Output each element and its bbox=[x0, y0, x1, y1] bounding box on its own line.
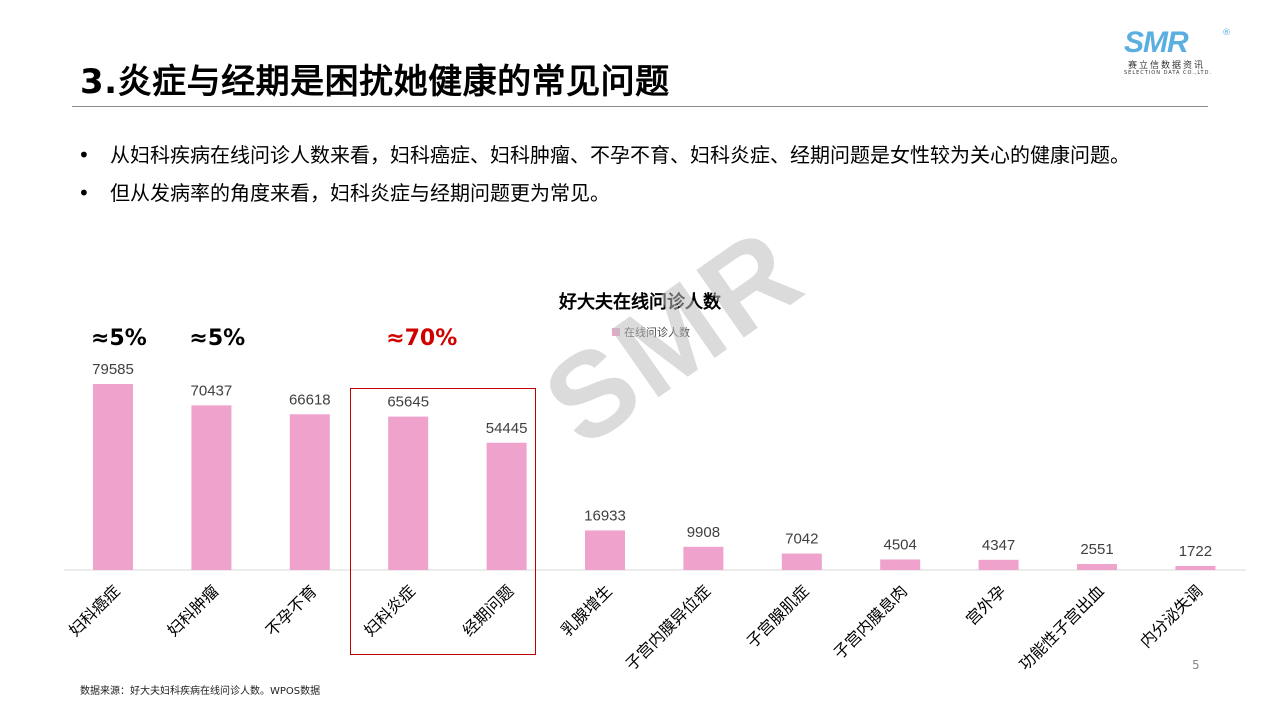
logo-chinese-name: 赛立信数据资讯 bbox=[1128, 61, 1206, 71]
title-divider bbox=[72, 106, 1208, 107]
data-label: 2551 bbox=[1080, 541, 1113, 558]
bar bbox=[486, 442, 527, 570]
data-label: 9908 bbox=[687, 524, 720, 541]
x-tick-label: 子宫腺肌症 bbox=[743, 581, 813, 651]
legend-label: 在线问诊人数 bbox=[624, 326, 690, 339]
logo-wordmark: SMR bbox=[1124, 26, 1189, 59]
data-label: 4347 bbox=[982, 537, 1015, 554]
logo-english-name: SELECTION DATA CO.,LTD. bbox=[1124, 70, 1213, 76]
x-tick-label: 功能性子宫出血 bbox=[1015, 581, 1108, 674]
bar bbox=[191, 405, 232, 570]
bullet-text: 但从发病率的角度来看，妇科炎症与经期问题更为常见。 bbox=[110, 181, 610, 205]
bullet-marker: • bbox=[78, 181, 90, 205]
data-label: 79585 bbox=[92, 361, 134, 378]
bullet-list: • 从妇科疾病在线问诊人数来看，妇科癌症、妇科肿瘤、不孕不育、妇科炎症、经期问题… bbox=[78, 136, 1130, 212]
x-tick-label: 内分泌失调 bbox=[1136, 581, 1206, 651]
bullet-marker: • bbox=[78, 143, 90, 167]
x-tick-label: 子宫内膜异位症 bbox=[622, 581, 715, 674]
bar bbox=[781, 553, 822, 570]
page-number: 5 bbox=[1192, 658, 1200, 672]
x-tick-label: 妇科癌症 bbox=[65, 581, 124, 640]
bar bbox=[585, 530, 625, 570]
bar bbox=[880, 559, 921, 570]
x-tick-label: 宫外孕 bbox=[962, 581, 1009, 628]
smr-logo: SMR ® 赛立信数据资讯 SELECTION DATA CO.,LTD. bbox=[1120, 26, 1240, 82]
annotation-label: ≈5% bbox=[91, 326, 147, 351]
bar bbox=[683, 546, 724, 570]
chart-legend: 在线问诊人数 bbox=[612, 324, 690, 340]
bar bbox=[1077, 564, 1117, 570]
x-tick-label: 子宫内膜息肉 bbox=[830, 581, 911, 662]
bar bbox=[93, 384, 133, 570]
data-label: 65645 bbox=[387, 394, 429, 411]
x-tick-label: 乳腺增生 bbox=[557, 581, 616, 640]
data-label: 16933 bbox=[584, 507, 626, 524]
data-label: 1722 bbox=[1179, 543, 1212, 560]
bar bbox=[1175, 565, 1216, 570]
bullet-item: • 从妇科疾病在线问诊人数来看，妇科癌症、妇科肿瘤、不孕不育、妇科炎症、经期问题… bbox=[78, 136, 1130, 174]
annotation-label: ≈70% bbox=[386, 326, 458, 351]
x-tick-label: 妇科肿瘤 bbox=[164, 581, 223, 640]
legend-swatch bbox=[612, 328, 620, 336]
annotation-label: ≈5% bbox=[189, 326, 246, 351]
bar bbox=[978, 559, 1019, 570]
x-tick-label: 不孕不育 bbox=[262, 581, 321, 640]
bullet-text: 从妇科疾病在线问诊人数来看，妇科癌症、妇科肿瘤、不孕不育、妇科炎症、经期问题是女… bbox=[110, 143, 1130, 167]
data-label: 66618 bbox=[289, 391, 331, 408]
chart-title: 好大夫在线问诊人数 bbox=[559, 292, 721, 313]
data-label: 70437 bbox=[191, 382, 233, 399]
data-label: 54445 bbox=[486, 420, 528, 437]
source-note: 数据来源：好大夫妇科疾病在线问诊人数。WPOS数据 bbox=[80, 686, 321, 697]
bar bbox=[289, 414, 330, 570]
page-title: 3.炎症与经期是困扰她健康的常见问题 bbox=[80, 62, 670, 102]
logo-registered-mark: ® bbox=[1222, 28, 1231, 38]
highlight-box bbox=[350, 388, 536, 655]
data-label: 4504 bbox=[884, 536, 917, 553]
bar bbox=[388, 416, 429, 570]
bullet-item: • 但从发病率的角度来看，妇科炎症与经期问题更为常见。 bbox=[78, 174, 1130, 212]
data-label: 7042 bbox=[785, 531, 818, 548]
